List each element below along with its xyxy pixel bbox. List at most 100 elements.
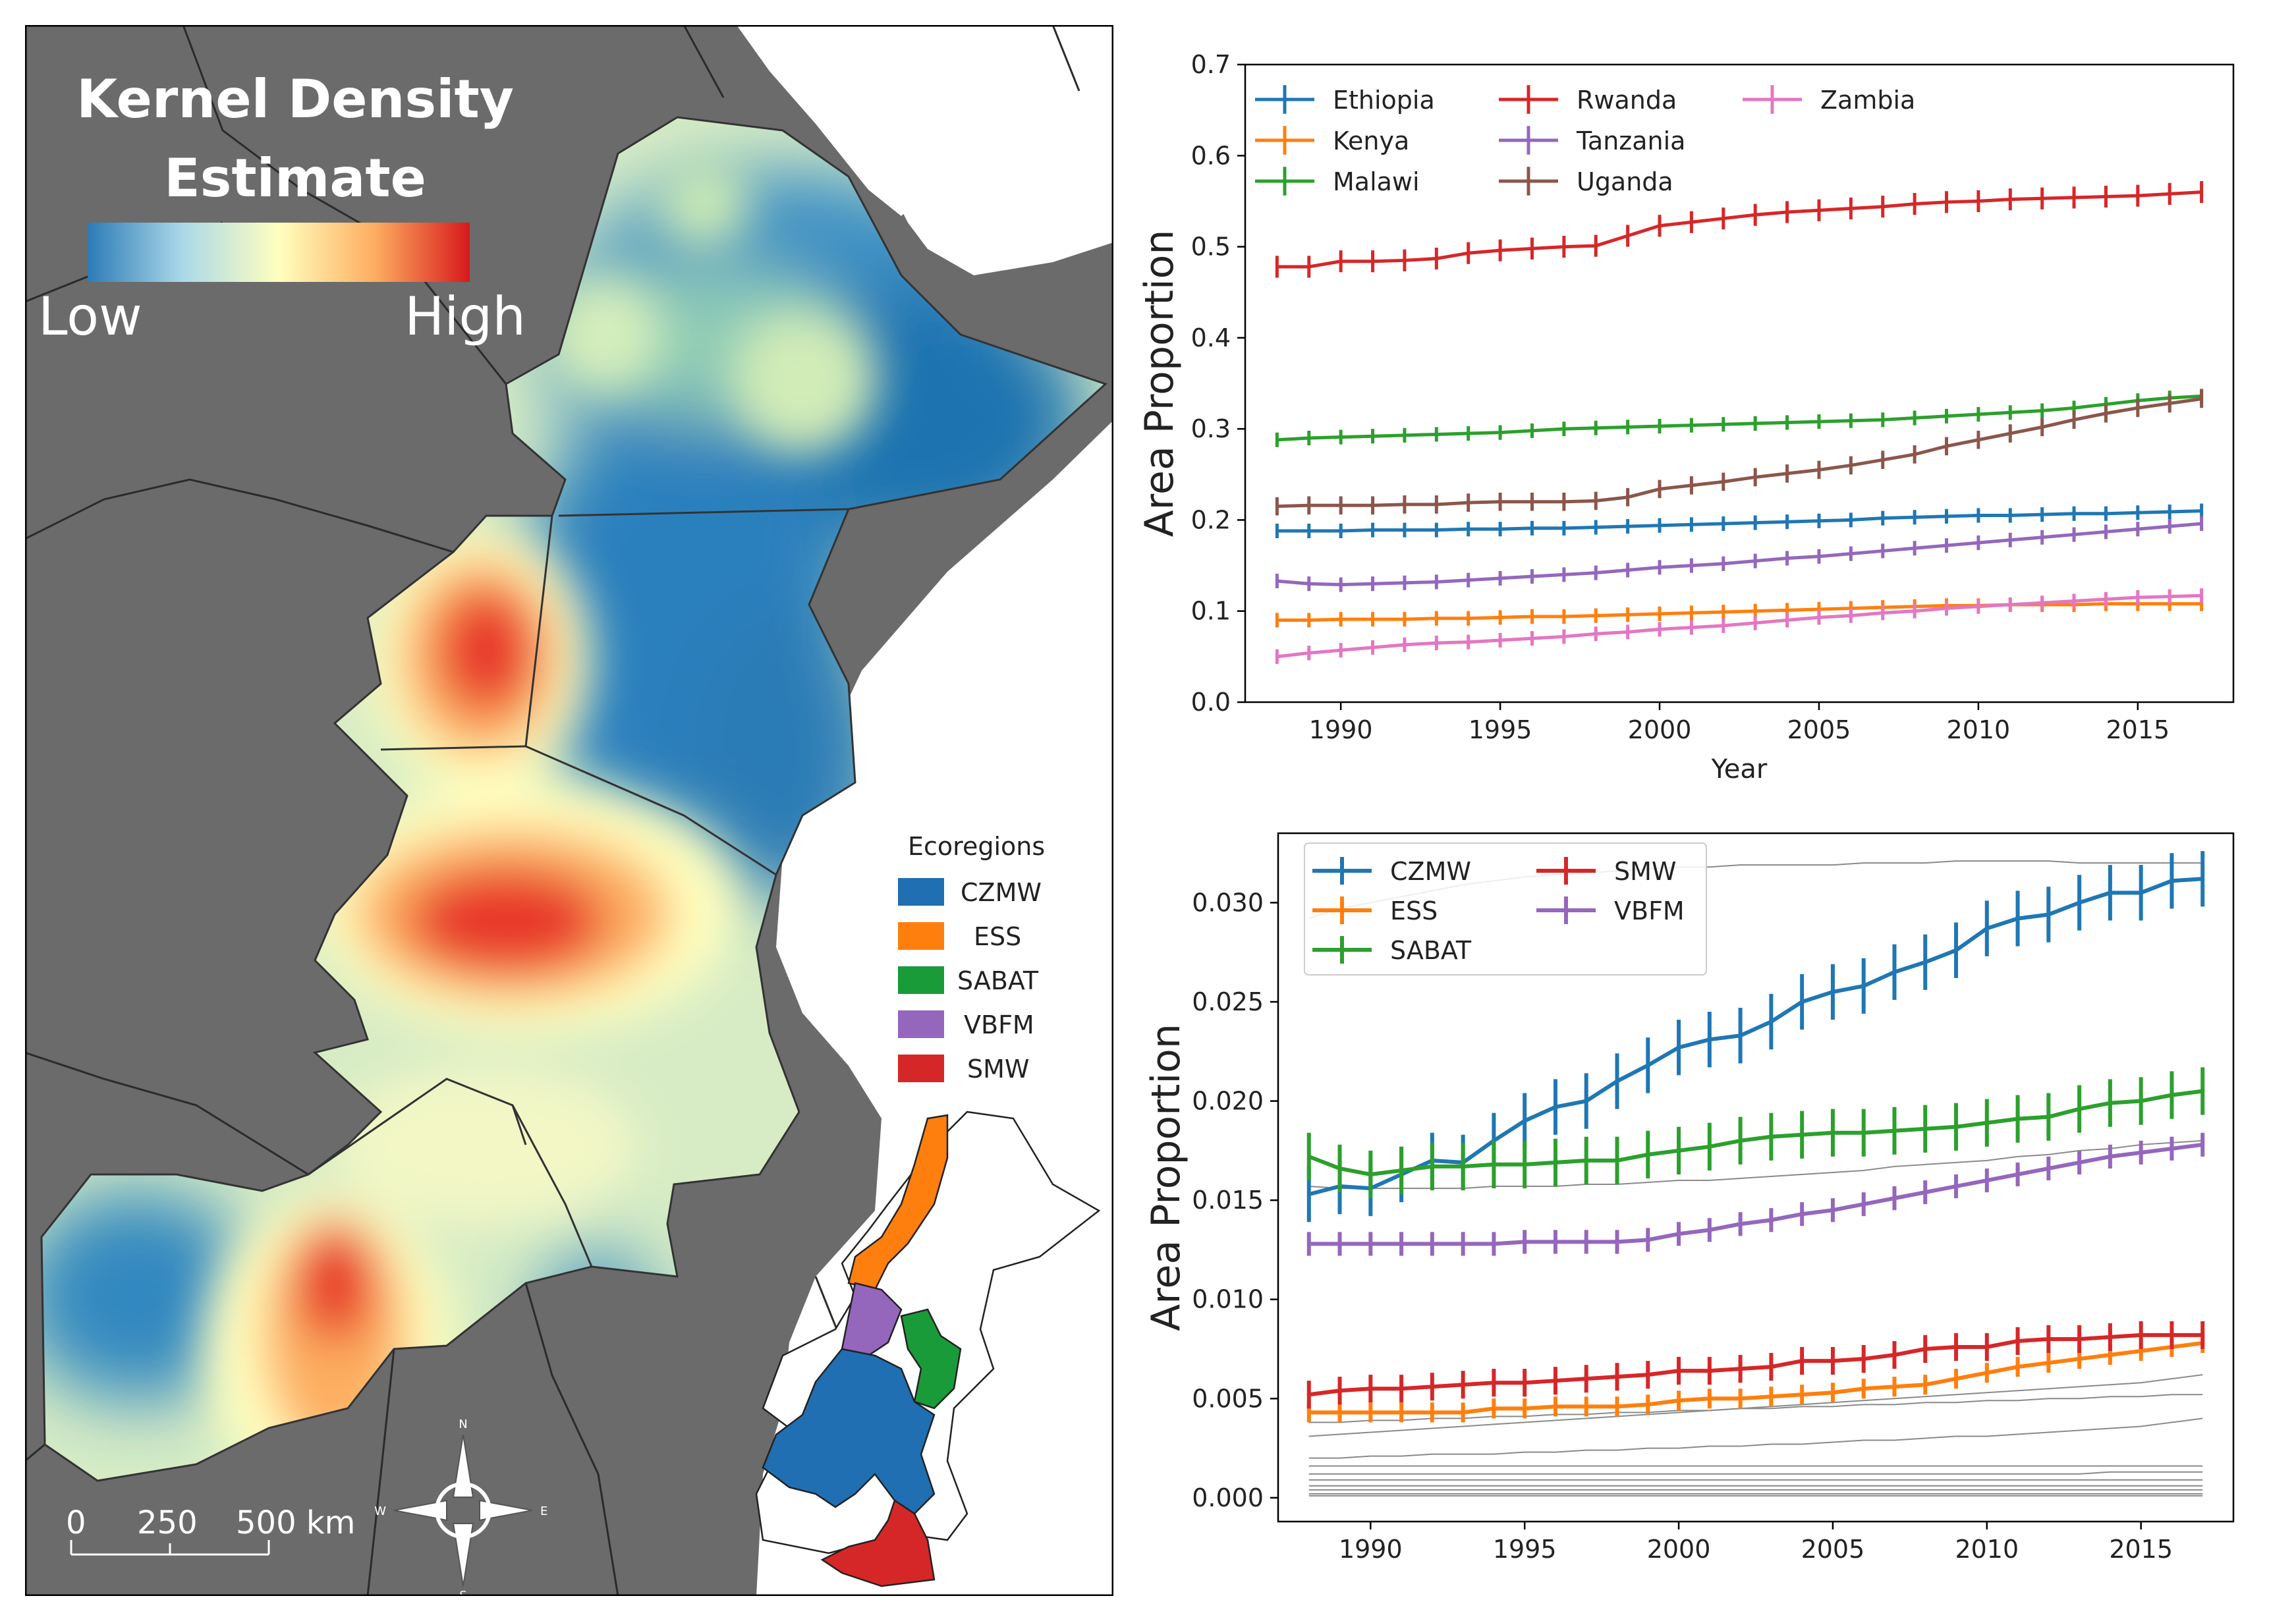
ecoregion-chart-svg: 1990 1995 2000 2005 2010 2015 0.000 0.005 0.010 0…: [1143, 832, 2235, 1564]
series-ess: [1306, 1333, 2205, 1423]
series-line-zambia: [1277, 593, 2202, 659]
legend-entry: VBFM: [1614, 896, 1685, 925]
y-tick-label: 0.020: [1192, 1087, 1264, 1116]
y-tick-label: 0.1: [1191, 597, 1231, 626]
background-series-line: [1308, 1417, 2203, 1459]
legend-swatch-czmw: [898, 878, 944, 906]
series-sabat: [1306, 1067, 2205, 1199]
ecoregion-inset-map: [755, 1111, 1101, 1587]
x-tick-label: 2000: [1647, 1535, 1711, 1564]
series-ethiopia: [1275, 503, 2204, 539]
series-line-ess: [1308, 1340, 2203, 1415]
x-tick-label: 2000: [1628, 715, 1692, 744]
legend-entry: ESS: [1390, 896, 1438, 925]
series-malawi: [1275, 389, 2204, 447]
y-tick-label: 0.7: [1191, 50, 1231, 79]
legend-label-czmw: CZMW: [961, 878, 1042, 907]
series-line-tanzania: [1277, 522, 2202, 587]
x-tick-label: 1990: [1309, 715, 1373, 744]
x-axis-label: Year: [1711, 754, 1768, 784]
country-borders: [24, 24, 1080, 1597]
series-uganda: [1275, 389, 2204, 516]
x-tick-label: 1995: [1493, 1535, 1557, 1564]
series-tanzania: [1275, 516, 2204, 592]
x-tick-label: 2010: [1947, 715, 2011, 744]
legend-entry: SABAT: [1390, 936, 1472, 965]
series-line-vbfm: [1308, 1142, 2203, 1246]
legend-box: [1304, 842, 1707, 976]
legend-label-smw: SMW: [967, 1055, 1029, 1084]
y-tick-label: 0.025: [1192, 987, 1264, 1016]
kernel-density-map: Kernel Density Estimate Low High Ecoregi…: [24, 24, 1114, 1603]
plot-frame: [1277, 832, 2235, 1523]
legend-label-ess: ESS: [974, 922, 1021, 951]
country-area-chart: 1990 1995 2000 2005 2010 2015 0.0 0.1 0.2 0.3 0.4 0…: [1113, 0, 2296, 810]
y-tick-label: 0.005: [1192, 1384, 1264, 1413]
series-smw: [1306, 1321, 2205, 1409]
background-series-line: [1308, 1394, 2203, 1423]
plot-frame: [1244, 63, 2235, 703]
series-line-sabat: [1308, 1089, 2203, 1177]
legend-swatch-sabat: [898, 966, 944, 994]
series-zambia: [1275, 588, 2204, 664]
lake-victoria: [322, 763, 401, 855]
series-line-czmw: [1308, 877, 2203, 1197]
compass-e: E: [540, 1504, 547, 1518]
x-tick-label: 2015: [2109, 1535, 2173, 1564]
legend-entry: Rwanda: [1577, 86, 1677, 115]
y-tick-label: 0.015: [1192, 1186, 1264, 1215]
compass-n: N: [459, 1417, 467, 1431]
y-axis-label: Area Proportion: [1143, 1024, 1189, 1331]
series-vbfm: [1306, 1132, 2205, 1256]
red-sea: [737, 25, 921, 216]
x-tick-label: 2015: [2106, 715, 2170, 744]
legend-entry: CZMW: [1390, 857, 1471, 886]
scale-label-0: 0: [66, 1504, 86, 1541]
scale-bar: 0 250 500 km: [66, 1504, 355, 1556]
country-chart-svg: 1990 1995 2000 2005 2010 2015 0.0 0.1 0.2 0.3 0.4 0…: [1136, 50, 2235, 784]
x-tick-label: 2010: [1955, 1535, 2019, 1564]
legend-swatch-ess: [898, 922, 944, 950]
legend-entry: Kenya: [1333, 126, 1409, 155]
legend-title: Ecoregions: [908, 832, 1045, 861]
legend-entry: Zambia: [1820, 86, 1915, 115]
background-series-line: [1308, 1140, 2203, 1190]
colorbar: [88, 223, 470, 282]
y-axis-label: Area Proportion: [1136, 230, 1183, 537]
y-tick-label: 0.010: [1192, 1285, 1264, 1314]
y-tick-label: 0.4: [1191, 323, 1231, 352]
series-line-kenya: [1277, 602, 2202, 622]
x-tick-label: 1990: [1339, 1535, 1403, 1564]
scale-label-500: 500 km: [236, 1504, 355, 1541]
y-tick-label: 0.5: [1191, 233, 1231, 261]
ecoregion-area-chart: 1990 1995 2000 2005 2010 2015 0.000 0.005 0.010 0…: [1113, 810, 2296, 1620]
y-tick-label: 0.0: [1191, 688, 1231, 717]
legend-label-vbfm: VBFM: [964, 1010, 1034, 1039]
scale-label-250: 250: [137, 1504, 198, 1541]
y-tick-label: 0.6: [1191, 141, 1231, 170]
series-line-rwanda: [1277, 190, 2202, 269]
legend-entry: SMW: [1614, 857, 1676, 886]
y-tick-label: 0.030: [1192, 888, 1264, 917]
legend-swatch-smw: [898, 1055, 944, 1082]
map-title-line2: Estimate: [164, 148, 426, 209]
series-line-uganda: [1277, 397, 2202, 509]
colorbar-low-label: Low: [38, 286, 142, 347]
map-title-line1: Kernel Density: [76, 69, 514, 130]
legend-entry: Ethiopia: [1333, 86, 1435, 115]
series-rwanda: [1275, 181, 2204, 278]
study-borders: [40, 116, 1107, 1482]
y-tick-label: 0.3: [1191, 414, 1231, 443]
compass-w: W: [374, 1504, 386, 1518]
legend-swatch-vbfm: [898, 1010, 944, 1038]
series-line-smw: [1308, 1333, 2203, 1397]
map-frame: [24, 24, 1114, 1597]
legend-label-sabat: SABAT: [957, 966, 1039, 995]
background-series-line: [1308, 1374, 2203, 1437]
legend-entry: Uganda: [1577, 167, 1673, 196]
ecoregion-legend: Ecoregions CZMW ESS SABAT VBFM SMW: [898, 832, 1045, 1084]
y-tick-label: 0.000: [1192, 1483, 1264, 1512]
colorbar-high-label: High: [405, 286, 526, 347]
background-series-line: [1308, 1471, 2203, 1475]
series-line-malawi: [1277, 394, 2202, 442]
